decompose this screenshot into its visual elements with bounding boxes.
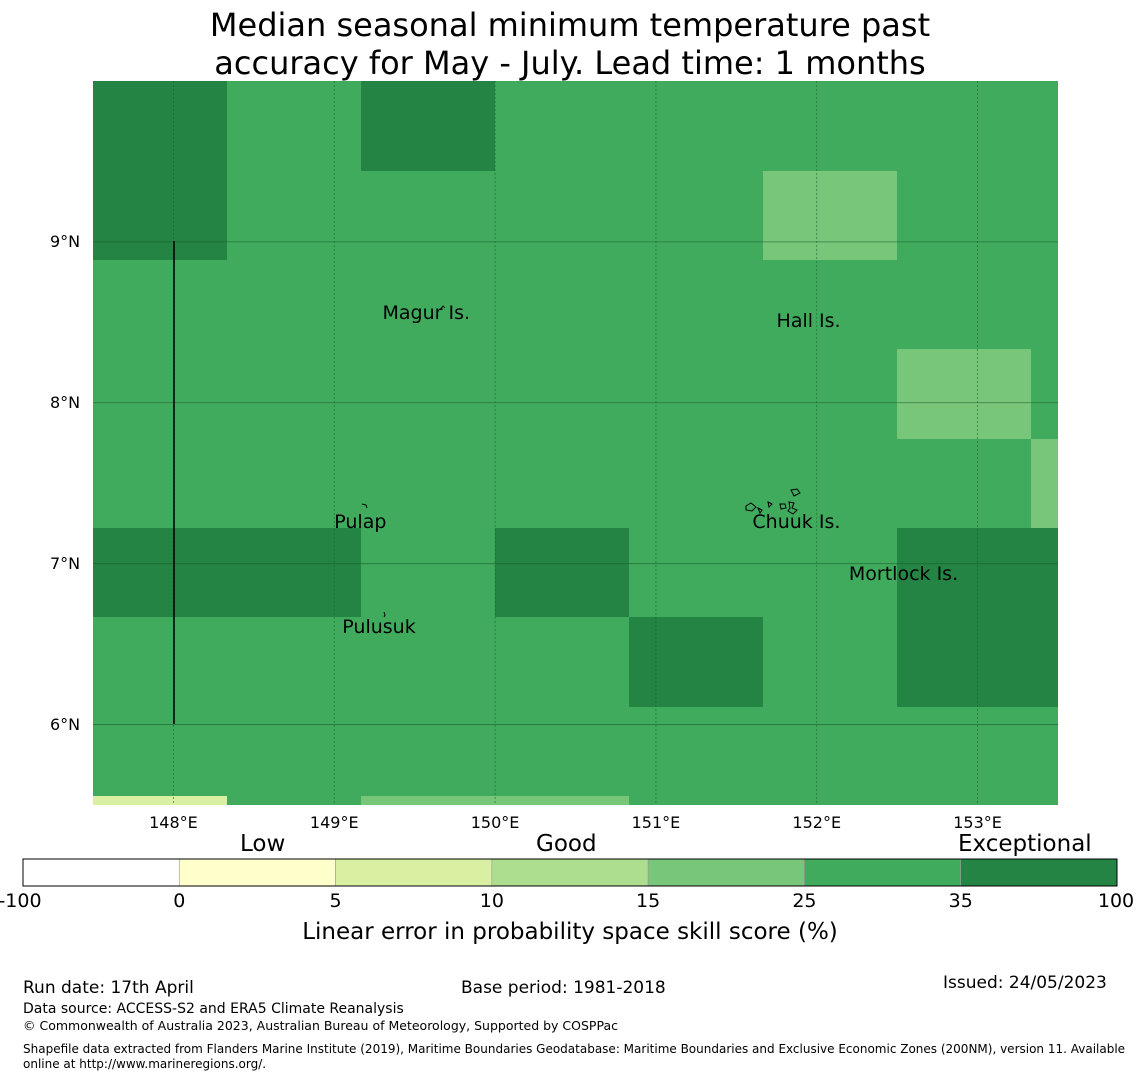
legend-tick-label: 0 (173, 890, 186, 912)
legend-tick-label: 35 (948, 890, 973, 912)
skill-grid-cell (93, 81, 227, 260)
place-label: Mortlock Is. (848, 562, 959, 585)
legend-bin (22, 858, 180, 887)
place-label: Hall Is. (776, 310, 841, 333)
legend-title: Linear error in probability space skill … (302, 919, 838, 945)
latitude-tick-label: 6°N (50, 714, 81, 734)
legend-colorbar (22, 858, 1118, 887)
longitude-tick-label: 153°E (953, 813, 1002, 832)
skill-grid-cell (93, 528, 361, 617)
map-gridlines (93, 81, 1058, 805)
place-label: Magur Is. (382, 302, 471, 325)
pulap-island-outline (361, 503, 368, 509)
shapefile-credit-line-2: online at http://www.marineregions.org/. (23, 1057, 267, 1071)
longitude-tick-label: 150°E (470, 813, 520, 832)
latitude-tick-label: 7°N (50, 553, 81, 573)
legend-tick-label: 25 (792, 890, 817, 912)
legend-bin (335, 858, 493, 887)
legend-tick-label: 5 (329, 890, 342, 912)
skill-grid-cells (93, 81, 1058, 805)
legend-tick-label: 10 (479, 890, 504, 912)
legend-bin (491, 858, 649, 887)
skill-grid-cell (93, 796, 227, 805)
base-period: Base period: 1981-2018 (461, 978, 666, 998)
legend-bin (960, 858, 1118, 887)
chuuk-lagoon-outline (745, 488, 801, 515)
map-title: Median seasonal minimum temperature past… (0, 6, 1140, 82)
latitude-tick-label: 9°N (50, 231, 81, 251)
island-outlines (361, 305, 801, 618)
data-source: Data source: ACCESS-S2 and ERA5 Climate … (23, 1001, 404, 1017)
legend-tick-label: 15 (636, 890, 661, 912)
longitude-tick-label: 149°E (309, 813, 359, 832)
skill-grid-cell (361, 796, 629, 805)
legend-tick-label: -100 (0, 890, 42, 912)
latitude-tick-label: 8°N (50, 392, 81, 412)
legend-bin (647, 858, 805, 887)
title-line-1: Median seasonal minimum temperature past (209, 6, 931, 44)
skill-grid-cell (495, 528, 629, 617)
run-date: Run date: 17th April (23, 978, 194, 998)
legend-tick-label: 100 (1097, 890, 1135, 912)
skill-grid-cell (629, 617, 763, 707)
skill-grid-cell (361, 81, 495, 171)
legend-bin (178, 858, 336, 887)
skill-grid-cell (763, 171, 897, 260)
longitude-tick-label: 152°E (792, 813, 842, 832)
place-label: Pulap (334, 511, 387, 534)
place-label: Pulusuk (342, 616, 416, 639)
skill-grid-cell (897, 349, 1031, 439)
issued-date: Issued: 24/05/2023 (943, 973, 1107, 993)
longitude-tick-label: 151°E (631, 813, 681, 832)
title-line-2: accuracy for May - July. Lead time: 1 mo… (214, 44, 926, 82)
copyright: © Commonwealth of Australia 2023, Austra… (23, 1018, 618, 1033)
legend-bin (804, 858, 962, 887)
skill-grid-cell (1031, 439, 1058, 528)
magur-island-outline (439, 305, 446, 311)
legend-category-low: Low (240, 831, 286, 857)
legend-category-good: Good (536, 831, 597, 857)
shapefile-credit-line-1: Shapefile data extracted from Flanders M… (23, 1042, 1126, 1056)
pulusuk-island-outline (383, 611, 386, 618)
place-label: Chuuk Is. (752, 511, 841, 534)
longitude-tick-label: 148°E (149, 813, 198, 832)
legend-outline (22, 858, 1118, 887)
legend-category-exceptional: Exceptional (958, 831, 1092, 857)
